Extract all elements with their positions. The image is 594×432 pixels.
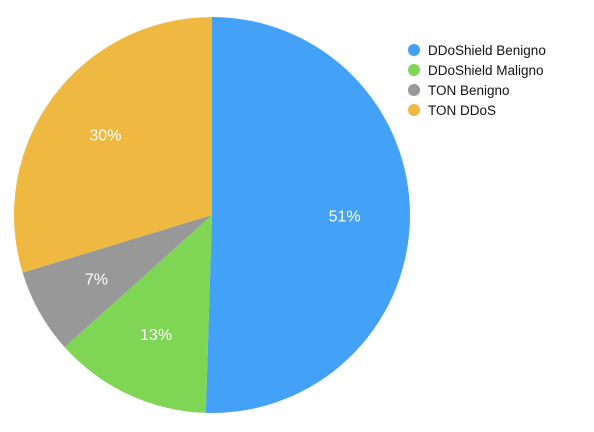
legend: DDoShield Benigno DDoShield Maligno TON …	[408, 40, 546, 120]
pie-slice-label: 30%	[89, 128, 121, 145]
legend-label: DDoShield Maligno	[428, 62, 544, 78]
legend-item-ton-ddos: TON DDoS	[408, 100, 546, 120]
pie-slice-ddoshield-maligno	[64, 215, 212, 413]
pie-slice-ddoshield-benigno	[205, 17, 410, 413]
legend-label: DDoShield Benigno	[428, 42, 546, 58]
legend-item-ddoshield-maligno: DDoShield Maligno	[408, 60, 546, 80]
legend-item-ddoshield-benigno: DDoShield Benigno	[408, 40, 546, 60]
pie-slice-label: 51%	[329, 209, 361, 226]
legend-swatch	[408, 64, 420, 76]
legend-label: TON DDoS	[428, 102, 497, 118]
legend-swatch	[408, 44, 420, 56]
pie-slice-labels: 51% 13% 7% 30%	[85, 128, 361, 344]
legend-swatch	[408, 104, 420, 116]
legend-label: TON Benigno	[428, 82, 510, 98]
pie-slices	[13, 17, 410, 413]
legend-swatch	[408, 84, 420, 96]
pie-slice-label: 7%	[85, 272, 108, 289]
pie-slice-ton-benigno	[22, 215, 212, 348]
pie-slice-label: 13%	[140, 327, 172, 344]
pie-slice-ton-ddos	[13, 17, 213, 273]
legend-item-ton-benigno: TON Benigno	[408, 80, 546, 100]
